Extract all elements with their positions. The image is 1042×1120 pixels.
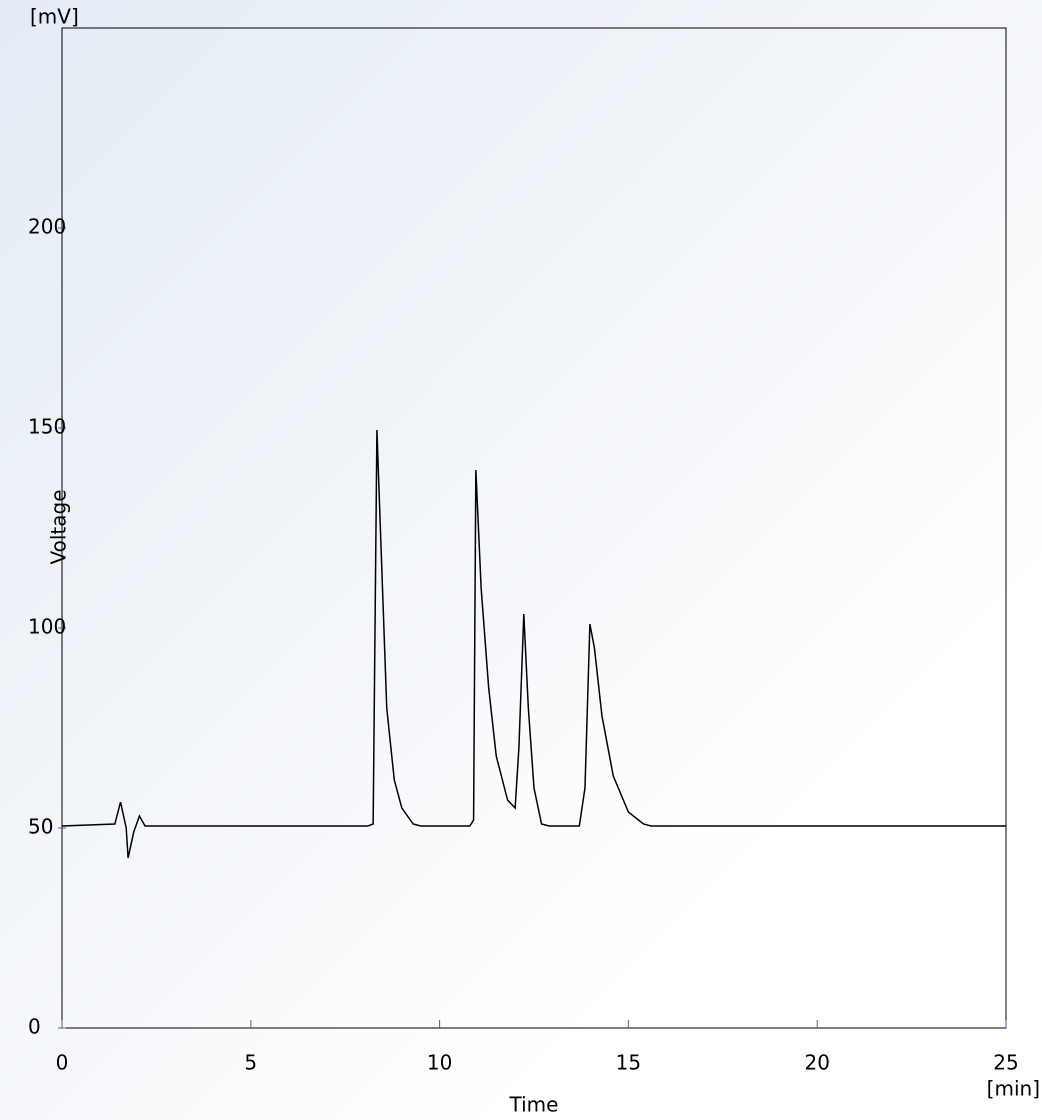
y-tick-label: 100 [28, 615, 66, 639]
y-tick-label: 50 [28, 815, 53, 839]
x-tick-label: 20 [804, 1051, 829, 1075]
x-unit: [min] [987, 1077, 1040, 1101]
x-tick-label: 10 [427, 1051, 452, 1075]
x-tick-label: 25 [993, 1051, 1018, 1075]
y-tick-label: 200 [28, 215, 66, 239]
x-tick-label: 15 [616, 1051, 641, 1075]
y-tick-label: 150 [28, 415, 66, 439]
x-axis-title: Time [509, 1093, 559, 1117]
plot-frame [61, 27, 1007, 1029]
x-tick-label: 5 [244, 1051, 257, 1075]
y-unit: [mV] [30, 5, 79, 29]
signal-line [61, 429, 1006, 859]
y-axis-title: Voltage [47, 489, 71, 564]
y-tick-label: 0 [28, 1015, 41, 1039]
x-tick-label: 0 [56, 1051, 69, 1075]
